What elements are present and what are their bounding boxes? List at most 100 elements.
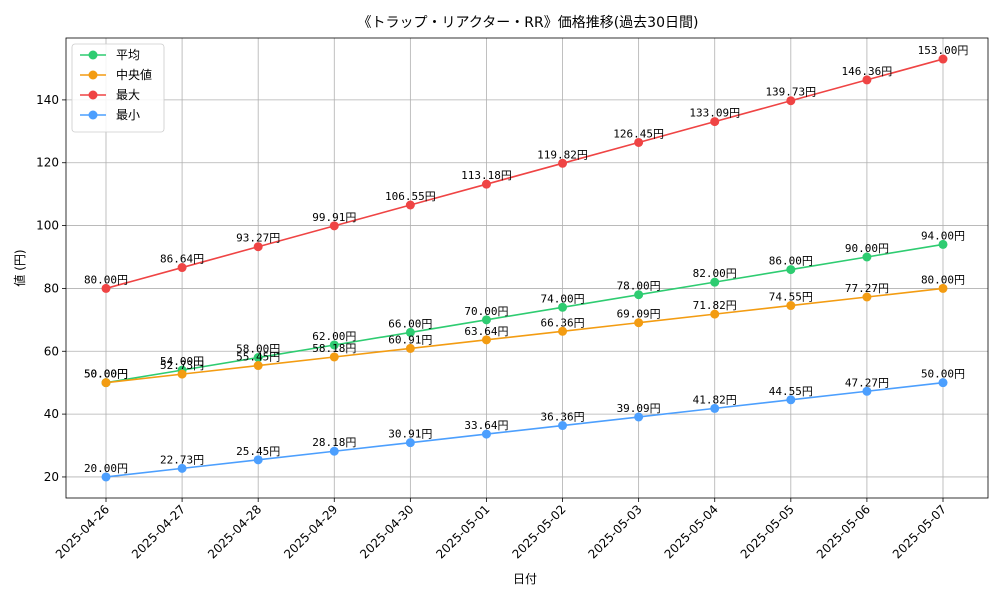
legend-item: 中央値 xyxy=(80,67,152,82)
y-tick-label: 80 xyxy=(44,281,59,295)
data-point xyxy=(634,137,644,147)
series-line xyxy=(105,287,944,384)
data-label: 113.18円 xyxy=(461,169,512,182)
x-tick-label: 2025-04-28 xyxy=(205,502,264,561)
data-point xyxy=(786,395,796,405)
series-layer: 50.00円 54.00円 58.00円 62.00円 66.00円 70.00円 74.0… xyxy=(84,44,968,482)
grid xyxy=(66,38,988,498)
data-point xyxy=(253,242,263,252)
data-point xyxy=(481,335,491,345)
data-point xyxy=(786,301,796,311)
data-point xyxy=(177,263,187,273)
data-point xyxy=(177,463,187,473)
data-label: 90.00円 xyxy=(845,242,889,255)
legend-label: 中央値 xyxy=(116,67,152,82)
x-tick-label: 2025-05-01 xyxy=(433,502,492,561)
x-tick-label: 2025-04-30 xyxy=(357,502,416,561)
data-label: 47.27円 xyxy=(845,376,889,389)
x-axis-label: 日付 xyxy=(513,572,537,586)
data-label: 78.00円 xyxy=(617,280,661,293)
data-label: 50.00円 xyxy=(84,368,128,381)
legend-label: 平均 xyxy=(116,48,140,62)
x-tick-label: 2025-05-06 xyxy=(814,502,873,561)
data-point xyxy=(405,200,415,210)
data-label: 119.82円 xyxy=(537,148,588,161)
data-label: 80.00円 xyxy=(921,273,965,286)
y-tick-label: 140 xyxy=(36,93,59,107)
x-ticks: 2025-04-26 2025-04-27 2025-04-28 2025-04-29… xyxy=(53,498,949,561)
y-tick-label: 40 xyxy=(44,407,59,421)
data-label: 74.55円 xyxy=(769,291,813,304)
data-label: 39.09円 xyxy=(617,402,661,415)
data-label: 146.36円 xyxy=(842,65,893,78)
data-label: 50.00円 xyxy=(84,368,128,381)
x-tick-label: 2025-05-05 xyxy=(738,502,797,561)
series-line xyxy=(105,381,944,478)
data-point xyxy=(177,369,187,379)
data-label: 99.91円 xyxy=(312,211,356,224)
data-point xyxy=(329,446,339,456)
x-tick-label: 2025-05-04 xyxy=(662,502,721,561)
y-tick-label: 20 xyxy=(44,470,59,484)
data-point xyxy=(634,290,644,300)
data-point xyxy=(710,277,720,287)
data-point xyxy=(405,327,415,337)
data-label: 58.00円 xyxy=(236,343,280,356)
data-label: 58.18円 xyxy=(312,342,356,355)
x-tick-label: 2025-05-02 xyxy=(509,502,568,561)
data-label: 52.73円 xyxy=(160,359,204,372)
data-point xyxy=(329,221,339,231)
data-label: 41.82円 xyxy=(693,393,737,406)
x-tick-label: 2025-04-26 xyxy=(53,502,112,561)
y-ticks: 20 40 60 80 100 120 140 xyxy=(36,93,66,484)
data-label: 139.73円 xyxy=(765,86,816,99)
data-point xyxy=(862,252,872,262)
data-point xyxy=(405,438,415,448)
data-label: 69.09円 xyxy=(617,308,661,321)
data-point xyxy=(862,75,872,85)
legend-item: 最小 xyxy=(80,108,140,122)
legend-box xyxy=(71,43,165,133)
series-line xyxy=(105,58,944,290)
data-label: 77.27円 xyxy=(845,282,889,295)
series-2: 80.00円 86.64円 93.27円 99.91円 106.55円 113.18円 11… xyxy=(84,44,968,293)
data-point xyxy=(786,265,796,275)
data-point xyxy=(938,239,948,249)
data-label: 94.00円 xyxy=(921,229,965,242)
y-tick-label: 120 xyxy=(36,156,59,170)
data-label: 71.82円 xyxy=(693,299,737,312)
data-label: 133.09円 xyxy=(689,107,740,120)
series-line xyxy=(105,243,944,384)
data-label: 66.00円 xyxy=(388,317,432,330)
data-point xyxy=(101,378,111,388)
data-label: 80.00円 xyxy=(84,273,128,286)
data-point xyxy=(786,96,796,106)
x-tick-label: 2025-04-27 xyxy=(129,502,188,561)
data-label: 86.64円 xyxy=(160,253,204,266)
data-point xyxy=(938,283,948,293)
legend-marker xyxy=(88,90,98,100)
data-label: 106.55円 xyxy=(385,190,436,203)
data-point xyxy=(101,283,111,293)
data-point xyxy=(938,378,948,388)
data-label: 70.00円 xyxy=(464,305,508,318)
data-point xyxy=(481,429,491,439)
y-tick-label: 100 xyxy=(36,219,59,233)
data-point xyxy=(938,54,948,64)
data-label: 66.36円 xyxy=(540,316,584,329)
data-label: 60.91円 xyxy=(388,333,432,346)
data-label: 50.00円 xyxy=(921,368,965,381)
legend-item: 平均 xyxy=(80,48,140,62)
data-label: 28.18円 xyxy=(312,436,356,449)
data-label: 54.00円 xyxy=(160,355,204,368)
data-label: 22.73円 xyxy=(160,453,204,466)
data-point xyxy=(329,340,339,350)
data-point xyxy=(405,343,415,353)
legend-label: 最大 xyxy=(116,88,140,102)
data-label: 30.91円 xyxy=(388,428,432,441)
data-point xyxy=(329,352,339,362)
data-point xyxy=(558,421,568,431)
data-label: 93.27円 xyxy=(236,232,280,245)
plot-frame xyxy=(65,37,989,499)
data-point xyxy=(634,318,644,328)
